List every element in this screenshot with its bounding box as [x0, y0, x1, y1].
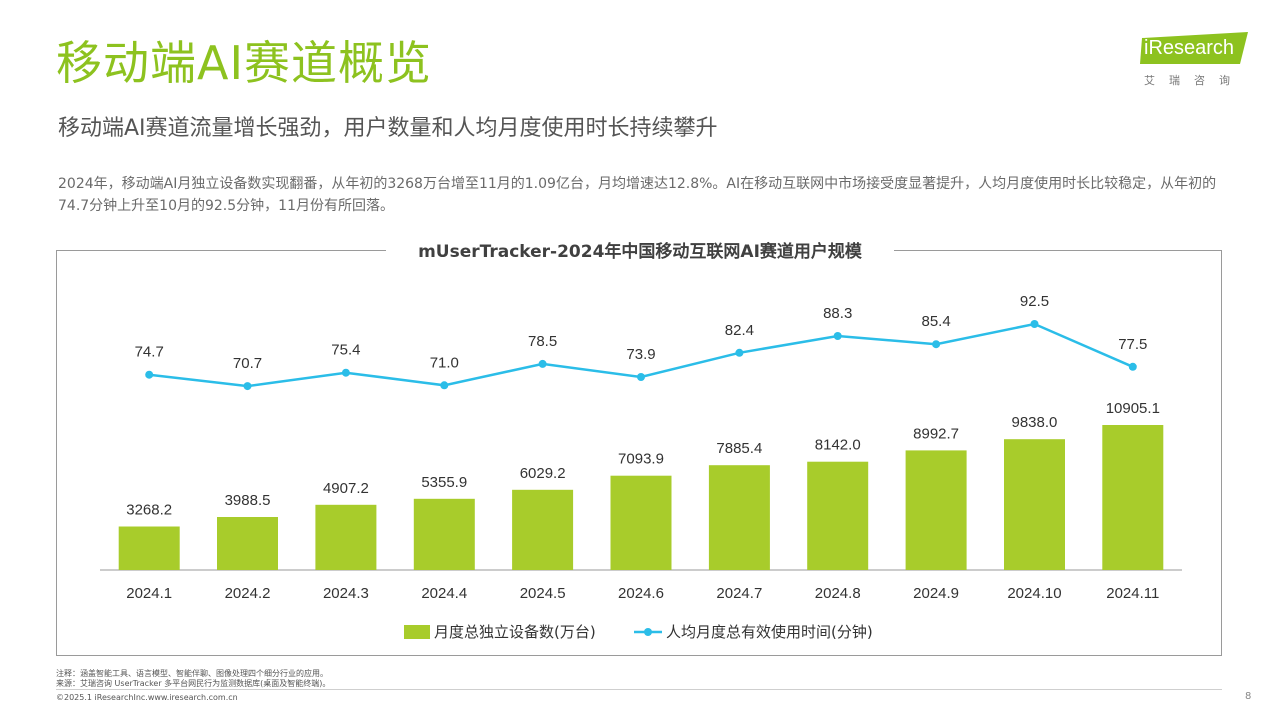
- summary-paragraph: 2024年，移动端AI月独立设备数实现翻番，从年初的3268万台增至11月的1.…: [58, 176, 1217, 214]
- line-point-2024.8: [833, 332, 842, 340]
- bar-2024.4: [413, 498, 475, 570]
- iresearch-logo: iResearch 艾瑞咨询: [1140, 32, 1250, 92]
- bar-value-label: 5355.9: [421, 474, 467, 491]
- line-point-2024.6: [637, 373, 645, 381]
- x-tick-label: 2024.5: [520, 585, 566, 602]
- page-number: 8: [1245, 691, 1252, 702]
- x-tick-label: 2024.7: [716, 585, 762, 602]
- bar-2024.7: [708, 465, 770, 570]
- legend-bar-label: 月度总独立设备数(万台): [434, 623, 596, 641]
- line-value-label: 78.5: [528, 333, 557, 350]
- bar-value-label: 3988.5: [225, 492, 271, 509]
- footer-divider: [56, 689, 1222, 690]
- bar-value-label: 4907.2: [323, 480, 369, 497]
- line-value-label: 92.5: [1020, 293, 1049, 310]
- x-tick-label: 2024.8: [815, 585, 861, 602]
- x-tick-label: 2024.3: [323, 585, 369, 602]
- bar-2024.8: [807, 461, 869, 570]
- logo-text: iResearch: [1144, 37, 1235, 59]
- x-tick-label: 2024.10: [1007, 585, 1061, 602]
- page-subtitle: 移动端AI赛道流量增长强劲，用户数量和人均月度使用时长持续攀升: [58, 116, 718, 141]
- x-tick-label: 2024.11: [1106, 585, 1159, 602]
- legend-line-label: 人均月度总有效使用时间(分钟): [666, 623, 873, 641]
- line-point-2024.3: [341, 368, 350, 377]
- copyright: ©2025.1 iResearchInc.www.iresearch.com.c…: [56, 693, 238, 702]
- bar-2024.1: [118, 526, 180, 570]
- legend-line-marker: [644, 628, 652, 636]
- line-value-label: 73.9: [626, 346, 655, 363]
- line-point-2024.7: [735, 348, 744, 357]
- line-value-label: 71.0: [430, 354, 459, 371]
- line-point-2024.1: [145, 370, 154, 379]
- footnotes: 注释：涵盖智能工具、语言模型、智能伴聊、图像处理四个细分行业的应用。 来源：艾瑞…: [56, 669, 330, 689]
- line-value-label: 77.5: [1118, 336, 1147, 353]
- line-point-2024.11: [1128, 362, 1137, 371]
- bar-value-label: 7885.4: [716, 440, 762, 457]
- bar-2024.9: [905, 450, 967, 570]
- footnote-note: 注释：涵盖智能工具、语言模型、智能伴聊、图像处理四个细分行业的应用。: [56, 669, 328, 678]
- line-value-label: 88.3: [823, 305, 852, 322]
- bar-2024.11: [1102, 425, 1164, 570]
- bar-2024.5: [512, 489, 574, 570]
- legend-bar-swatch: [404, 625, 430, 639]
- line-value-label: 85.4: [921, 313, 950, 330]
- x-tick-label: 2024.1: [126, 585, 172, 602]
- page-title: 移动端AI赛道概览: [56, 36, 433, 90]
- bar-value-label: 6029.2: [520, 465, 566, 482]
- line-value-label: 82.4: [725, 322, 754, 339]
- bar-value-label: 8142.0: [815, 437, 861, 454]
- bar-2024.6: [610, 475, 672, 570]
- bar-2024.3: [315, 504, 377, 570]
- line-point-2024.4: [440, 381, 449, 390]
- line-value-label: 75.4: [331, 342, 360, 359]
- line-value-label: 74.7: [135, 344, 164, 361]
- bar-value-label: 10905.1: [1106, 400, 1160, 417]
- x-tick-label: 2024.2: [225, 585, 271, 602]
- logo-badge: [1140, 32, 1248, 64]
- line-point-2024.5: [538, 359, 547, 368]
- bar-value-label: 9838.0: [1012, 414, 1058, 431]
- line-point-2024.9: [932, 340, 941, 349]
- line-point-2024.10: [1030, 320, 1039, 328]
- bar-2024.10: [1004, 439, 1065, 570]
- bar-value-label: 7093.9: [618, 451, 664, 468]
- bar-2024.2: [217, 517, 278, 570]
- x-tick-label: 2024.6: [618, 585, 664, 602]
- bar-value-label: 8992.7: [913, 425, 959, 442]
- footnote-source: 来源：艾瑞咨询 UserTracker 多平台网民行为监测数据库(桌面及智能终端…: [56, 679, 331, 688]
- logo-cn-text: 艾瑞咨询: [1144, 74, 1244, 87]
- bar-value-label: 3268.2: [126, 502, 172, 519]
- x-tick-label: 2024.9: [913, 585, 959, 602]
- x-tick-label: 2024.4: [421, 585, 467, 602]
- line-value-label: 70.7: [233, 355, 262, 372]
- line-point-2024.2: [243, 382, 252, 391]
